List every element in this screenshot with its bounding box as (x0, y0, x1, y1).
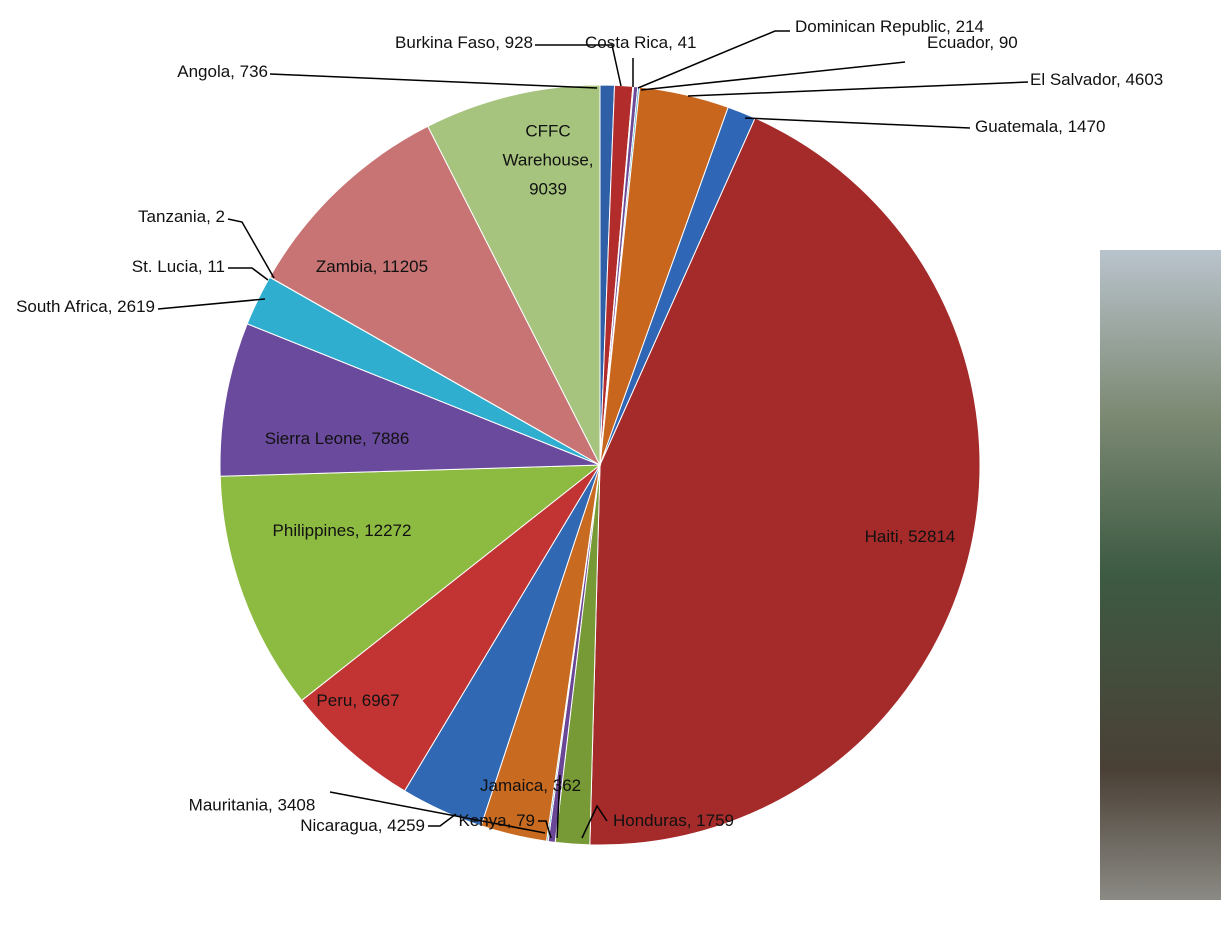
data-label: Angola, 736 (177, 57, 268, 87)
data-label: South Africa, 2619 (16, 292, 155, 322)
leader-line (745, 118, 970, 128)
data-label: Sierra Leone, 7886 (265, 424, 410, 454)
data-label: St. Lucia, 11 (132, 252, 225, 282)
data-label: El Salvador, 4603 (1030, 65, 1163, 95)
leader-line (270, 74, 597, 88)
data-label: Ecuador, 90 (927, 28, 1018, 58)
data-label: CFFC Warehouse, 9039 (493, 117, 603, 204)
page: Angola, 736 Burkina Faso, 928 Costa Rica, … (0, 0, 1221, 929)
data-label: Haiti, 52814 (865, 522, 956, 552)
leader-line (641, 62, 905, 90)
data-label: Costa Rica, 41 (585, 28, 697, 58)
leader-line (158, 299, 265, 309)
photo (1100, 250, 1221, 900)
leader-line (228, 268, 268, 280)
leader-line (228, 219, 274, 278)
data-label: Zambia, 11205 (316, 252, 428, 282)
data-label: Burkina Faso, 928 (395, 28, 533, 58)
data-label: Philippines, 12272 (273, 516, 412, 546)
data-label: Nicaragua, 4259 (300, 811, 425, 841)
data-label: Tanzania, 2 (138, 202, 225, 232)
data-label: Guatemala, 1470 (975, 112, 1105, 142)
data-label: Jamaica, 362 (480, 771, 581, 801)
data-label: Honduras, 1759 (613, 806, 734, 836)
data-label: Peru, 6967 (316, 686, 399, 716)
data-label: Mauritania, 3408 (187, 791, 317, 820)
leader-line (688, 82, 1028, 96)
data-label: Kenya, 79 (458, 806, 535, 836)
